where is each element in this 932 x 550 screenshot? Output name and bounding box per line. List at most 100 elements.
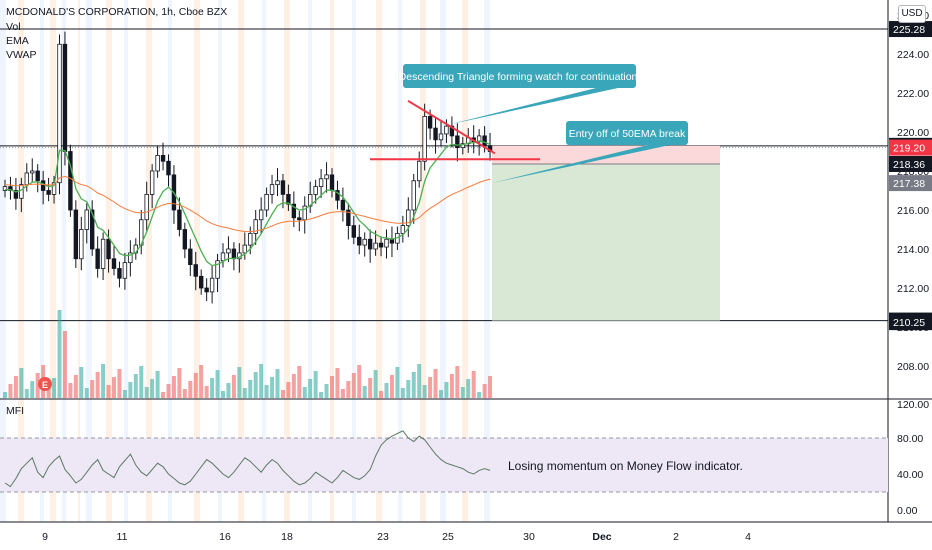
currency-button[interactable]: USD bbox=[898, 5, 926, 23]
candle-body bbox=[198, 275, 204, 289]
volume-bar bbox=[368, 378, 373, 398]
candle-body bbox=[144, 193, 149, 221]
candle-body bbox=[297, 217, 302, 221]
volume-bar bbox=[428, 377, 433, 398]
volume-bar bbox=[471, 371, 476, 398]
volume-bar bbox=[13, 376, 18, 398]
candle-body bbox=[406, 209, 411, 227]
candle-body bbox=[84, 209, 89, 230]
indicator-vol-label[interactable]: Vol bbox=[6, 21, 21, 33]
price-label-bg bbox=[889, 155, 932, 172]
session-stripe bbox=[398, 0, 402, 522]
session-stripe bbox=[62, 0, 66, 522]
indicator-vwap-label[interactable]: VWAP bbox=[6, 49, 37, 61]
price-label: 225.28 bbox=[889, 21, 932, 38]
candle-body bbox=[204, 287, 209, 293]
volume-bar bbox=[439, 390, 443, 398]
volume-bar bbox=[133, 374, 138, 398]
volume-bar bbox=[57, 310, 62, 398]
price-label: 218.36 bbox=[889, 155, 932, 172]
candle-body bbox=[269, 184, 275, 195]
candle-body bbox=[155, 154, 160, 172]
session-stripe bbox=[124, 0, 128, 522]
volume-bar bbox=[319, 392, 324, 398]
candle-body bbox=[79, 229, 84, 260]
candle-body bbox=[128, 252, 133, 264]
session-stripe bbox=[352, 0, 356, 522]
candle-body bbox=[275, 180, 280, 186]
volume-bar bbox=[46, 386, 51, 398]
volume-bar bbox=[275, 369, 280, 398]
volume-bar bbox=[335, 368, 340, 398]
price-tick-label: 208.00 bbox=[897, 361, 929, 373]
session-stripe bbox=[462, 0, 468, 522]
candle-body bbox=[384, 238, 389, 248]
mfi-title: MFI bbox=[6, 405, 24, 417]
volume-bar bbox=[384, 383, 389, 398]
price-label-bg bbox=[889, 21, 932, 38]
session-stripe bbox=[18, 0, 24, 522]
candle-body bbox=[400, 225, 406, 234]
volume-bar bbox=[62, 331, 67, 398]
candle-body bbox=[367, 238, 373, 250]
candle-body bbox=[111, 258, 117, 269]
session-stripe bbox=[0, 0, 6, 522]
volume-bar bbox=[139, 366, 144, 398]
indicator-ema-label[interactable]: EMA bbox=[6, 35, 29, 47]
candle-body bbox=[438, 133, 444, 141]
candle-body bbox=[449, 125, 455, 137]
volume-bar bbox=[460, 387, 465, 398]
candle-body bbox=[220, 252, 226, 262]
session-stripe bbox=[218, 0, 222, 522]
session-stripe bbox=[50, 0, 56, 522]
volume-bars bbox=[3, 310, 493, 398]
volume-bar bbox=[79, 367, 84, 398]
candle-body bbox=[324, 174, 329, 180]
volume-bar bbox=[346, 381, 351, 398]
volume-bar bbox=[8, 384, 13, 398]
volume-bar bbox=[226, 383, 231, 398]
price-tick-label: 214.00 bbox=[897, 244, 929, 256]
volume-bar bbox=[128, 382, 133, 398]
candle-body bbox=[19, 184, 24, 199]
candle-body bbox=[416, 160, 422, 182]
candle-body bbox=[357, 236, 362, 246]
candle-body bbox=[351, 225, 356, 238]
candle-body bbox=[411, 180, 416, 211]
candle-body bbox=[2, 186, 8, 191]
symbol-title[interactable]: MCDONALD'S CORPORATION, 1h, Cboe BZX bbox=[6, 6, 228, 18]
volume-bar bbox=[95, 372, 100, 398]
volume-bar bbox=[422, 385, 427, 398]
volume-bar bbox=[242, 388, 247, 398]
volume-bar bbox=[313, 371, 318, 398]
candle-body bbox=[427, 116, 433, 129]
volume-bar bbox=[297, 366, 302, 398]
volume-bar bbox=[253, 372, 258, 398]
session-stripe bbox=[262, 0, 266, 522]
candle-body bbox=[291, 203, 297, 219]
mfi-tick-label: 40.00 bbox=[897, 469, 923, 481]
volume-bar bbox=[286, 382, 291, 398]
price-tick-label: 216.00 bbox=[897, 205, 929, 217]
volume-bar bbox=[389, 375, 394, 398]
candle-body bbox=[433, 127, 438, 141]
candle-body bbox=[460, 143, 465, 148]
volume-bar bbox=[177, 368, 182, 398]
candle-body bbox=[122, 262, 128, 279]
candle-body bbox=[40, 180, 46, 191]
session-stripe bbox=[194, 0, 200, 522]
volume-bar bbox=[204, 386, 209, 398]
volume-bar bbox=[308, 379, 313, 398]
volume-bar bbox=[291, 374, 296, 398]
session-stripe bbox=[238, 0, 244, 522]
triangle-upper-line bbox=[407, 99, 496, 155]
volume-bar bbox=[84, 388, 89, 398]
triangle-note-text: Descending Triangle forming watch for co… bbox=[399, 71, 641, 83]
candle-body bbox=[313, 186, 318, 195]
volume-bar bbox=[248, 380, 253, 398]
candle-body bbox=[73, 209, 79, 260]
session-stripe bbox=[376, 0, 382, 522]
price-tick-label: 212.00 bbox=[897, 283, 929, 295]
volume-bar bbox=[466, 379, 471, 398]
